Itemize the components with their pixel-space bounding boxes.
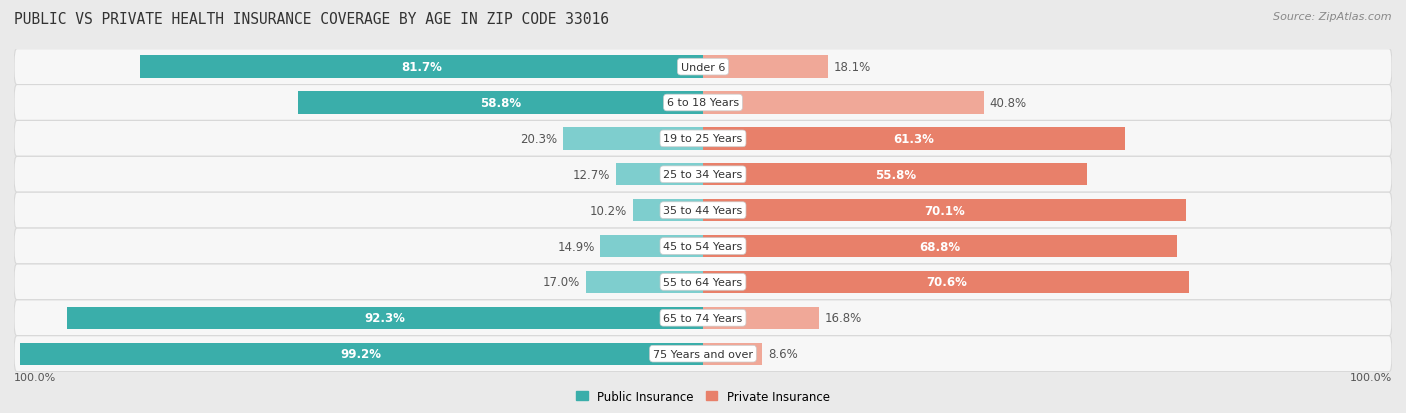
- Text: 92.3%: 92.3%: [364, 311, 405, 325]
- Bar: [703, 92, 984, 114]
- Text: 100.0%: 100.0%: [1350, 372, 1392, 382]
- Text: 70.6%: 70.6%: [925, 276, 967, 289]
- Bar: [141, 56, 703, 78]
- FancyBboxPatch shape: [14, 85, 1392, 121]
- Bar: [703, 56, 828, 78]
- Text: 40.8%: 40.8%: [990, 97, 1026, 110]
- Text: 75 Years and over: 75 Years and over: [652, 349, 754, 359]
- Bar: [298, 92, 703, 114]
- FancyBboxPatch shape: [14, 228, 1392, 264]
- Bar: [633, 199, 703, 222]
- Bar: [564, 128, 703, 150]
- Bar: [616, 164, 703, 186]
- Text: 45 to 54 Years: 45 to 54 Years: [664, 242, 742, 252]
- FancyBboxPatch shape: [14, 121, 1392, 157]
- Bar: [703, 128, 1125, 150]
- Text: 6 to 18 Years: 6 to 18 Years: [666, 98, 740, 108]
- Bar: [703, 235, 1177, 258]
- Text: 99.2%: 99.2%: [340, 347, 382, 360]
- Text: 17.0%: 17.0%: [543, 276, 581, 289]
- Text: PUBLIC VS PRIVATE HEALTH INSURANCE COVERAGE BY AGE IN ZIP CODE 33016: PUBLIC VS PRIVATE HEALTH INSURANCE COVER…: [14, 12, 609, 27]
- Bar: [67, 307, 703, 329]
- Text: 68.8%: 68.8%: [920, 240, 960, 253]
- Text: 55.8%: 55.8%: [875, 169, 915, 181]
- Bar: [703, 199, 1185, 222]
- Bar: [20, 343, 703, 365]
- Text: 25 to 34 Years: 25 to 34 Years: [664, 170, 742, 180]
- Text: 55 to 64 Years: 55 to 64 Years: [664, 277, 742, 287]
- Text: 10.2%: 10.2%: [591, 204, 627, 217]
- Bar: [600, 235, 703, 258]
- Text: 16.8%: 16.8%: [824, 311, 862, 325]
- FancyBboxPatch shape: [14, 193, 1392, 228]
- Text: 14.9%: 14.9%: [557, 240, 595, 253]
- Text: 81.7%: 81.7%: [401, 61, 441, 74]
- Text: 35 to 44 Years: 35 to 44 Years: [664, 206, 742, 216]
- Text: 70.1%: 70.1%: [924, 204, 965, 217]
- Bar: [703, 307, 818, 329]
- FancyBboxPatch shape: [14, 300, 1392, 336]
- Text: 18.1%: 18.1%: [834, 61, 870, 74]
- Text: Under 6: Under 6: [681, 62, 725, 72]
- Text: 20.3%: 20.3%: [520, 133, 558, 145]
- Bar: [703, 164, 1087, 186]
- Text: 100.0%: 100.0%: [14, 372, 56, 382]
- Text: 61.3%: 61.3%: [894, 133, 935, 145]
- Text: 58.8%: 58.8%: [479, 97, 522, 110]
- Text: 65 to 74 Years: 65 to 74 Years: [664, 313, 742, 323]
- Text: 8.6%: 8.6%: [768, 347, 797, 360]
- Bar: [703, 271, 1189, 293]
- Text: 19 to 25 Years: 19 to 25 Years: [664, 134, 742, 144]
- Bar: [586, 271, 703, 293]
- FancyBboxPatch shape: [14, 157, 1392, 193]
- FancyBboxPatch shape: [14, 336, 1392, 372]
- Legend: Public Insurance, Private Insurance: Public Insurance, Private Insurance: [571, 385, 835, 408]
- Bar: [703, 343, 762, 365]
- FancyBboxPatch shape: [14, 50, 1392, 85]
- Text: 12.7%: 12.7%: [572, 169, 610, 181]
- FancyBboxPatch shape: [14, 264, 1392, 300]
- Text: Source: ZipAtlas.com: Source: ZipAtlas.com: [1274, 12, 1392, 22]
